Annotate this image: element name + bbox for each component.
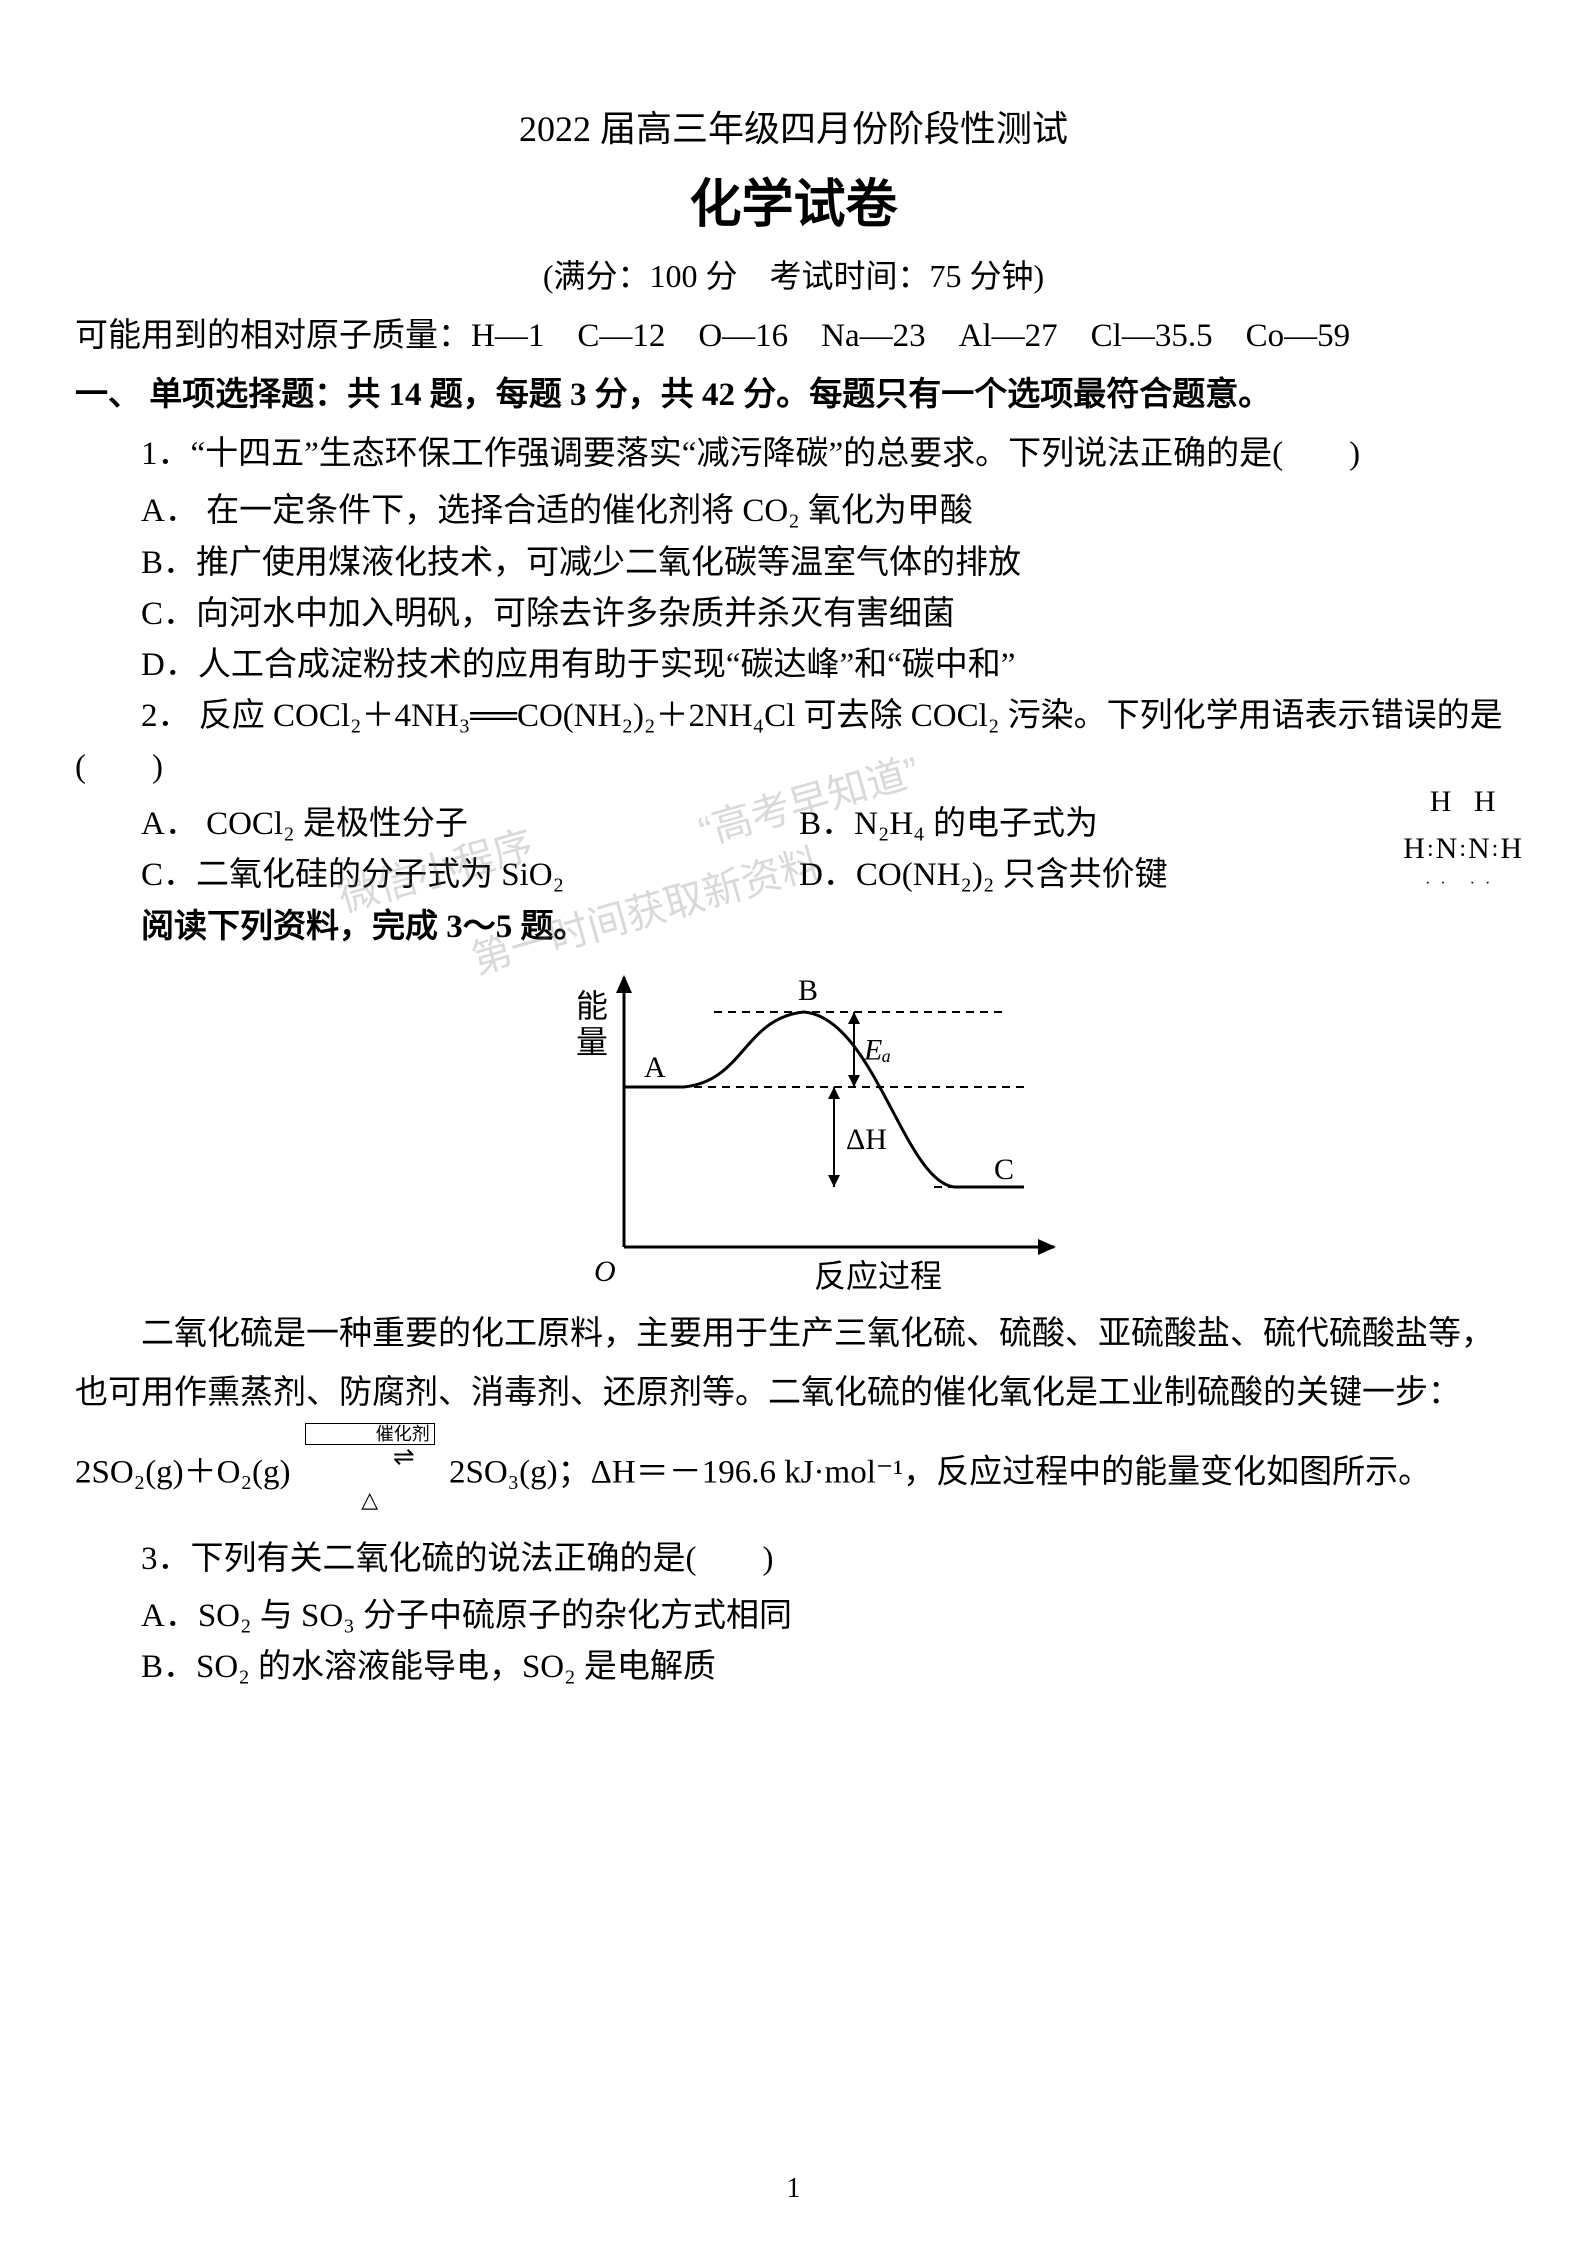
svg-text:A: A <box>644 1051 666 1084</box>
q3-stem: 3．下列有关二氧化硫的说法正确的是( ) <box>75 1534 1512 1585</box>
exam-meta: (满分：100 分 考试时间：75 分钟) <box>75 251 1512 297</box>
svg-text:量: 量 <box>576 1024 608 1060</box>
atomic-masses: 可能用到的相对原子质量：H—1 C—12 O—16 Na—23 Al—27 Cl… <box>75 311 1512 362</box>
q3-option-a: A．SO₂ 与 SO₃ 分子中硫原子的杂化方式相同 <box>75 1591 1512 1642</box>
q2-option-d: D．CO(NH₂)₂ 只含共价键 <box>799 850 1512 901</box>
exam-header-line: 2022 届高三年级四月份阶段性测试 <box>75 100 1512 152</box>
svg-text:能: 能 <box>576 988 608 1024</box>
q2-stem: 2． 反应 COCl₂＋4NH₃══CO(NH₂)₂＋2NH₄Cl 可去除 CO… <box>75 691 1512 793</box>
svg-text:ΔH: ΔH <box>846 1123 887 1156</box>
q3-option-b: B．SO₂ 的水溶液能导电，SO₂ 是电解质 <box>75 1642 1512 1693</box>
svg-text:反应过程: 反应过程 <box>814 1258 942 1294</box>
heat-triangle-icon: △ <box>361 1487 378 1512</box>
q2-option-b-text: B．N₂H₄ 的电子式为 <box>799 806 1098 842</box>
section-1-heading: 一、 单项选择题：共 14 题，每题 3 分，共 42 分。每题只有一个选项最符… <box>75 370 1512 421</box>
q1-stem: 1．“十四五”生态环保工作强调要落实“减污降碳”的总要求。下列说法正确的是( ) <box>75 429 1512 480</box>
reading-prompt: 阅读下列资料，完成 3～5 题。 <box>75 902 1512 953</box>
q1-option-b: B．推广使用煤液化技术，可减少二氧化碳等温室气体的排放 <box>75 538 1512 589</box>
svg-text:Eₐ: Eₐ <box>863 1033 891 1066</box>
equation-condition: 催化剂 ⇌ △ <box>305 1423 435 1527</box>
q1-option-c: C．向河水中加入明矾，可除去许多杂质并杀灭有害细菌 <box>75 589 1512 640</box>
q2-option-a: A． COCl₂ 是极性分子 <box>141 799 799 850</box>
q1-option-d: D．人工合成淀粉技术的应用有助于实现“碳达峰”和“碳中和” <box>75 640 1512 691</box>
energy-diagram-container: 能量反应过程 O A B C Eₐ ΔH <box>75 957 1512 1297</box>
q2-option-c: C．二氧化硅的分子式为 SiO₂ <box>141 850 799 901</box>
passage-text: 二氧化硫是一种重要的化工原料，主要用于生产三氧化硫、硫酸、亚硫酸盐、硫代硫酸盐等… <box>75 1305 1512 1528</box>
svg-text:B: B <box>798 974 818 1007</box>
page-number: 1 <box>0 2173 1587 2205</box>
exam-title: 化学试卷 <box>75 162 1512 237</box>
reversible-arrows-icon: ⇌ <box>305 1447 435 1468</box>
passage-suffix: 2SO₃(g)；ΔH＝－196.6 kJ·mol⁻¹，反应过程中的能量变化如图所… <box>449 1455 1431 1491</box>
q2-option-b: B．N₂H₄ 的电子式为 H H H:N:N:H ·· ·· <box>799 799 1512 850</box>
svg-text:C: C <box>994 1153 1014 1186</box>
q1-option-a: A． 在一定条件下，选择合适的催化剂将 CO₂ 氧化为甲酸 <box>75 486 1512 537</box>
catalyst-label: 催化剂 <box>305 1423 435 1445</box>
energy-diagram: 能量反应过程 O A B C Eₐ ΔH <box>514 957 1074 1297</box>
svg-text:O: O <box>594 1255 616 1288</box>
